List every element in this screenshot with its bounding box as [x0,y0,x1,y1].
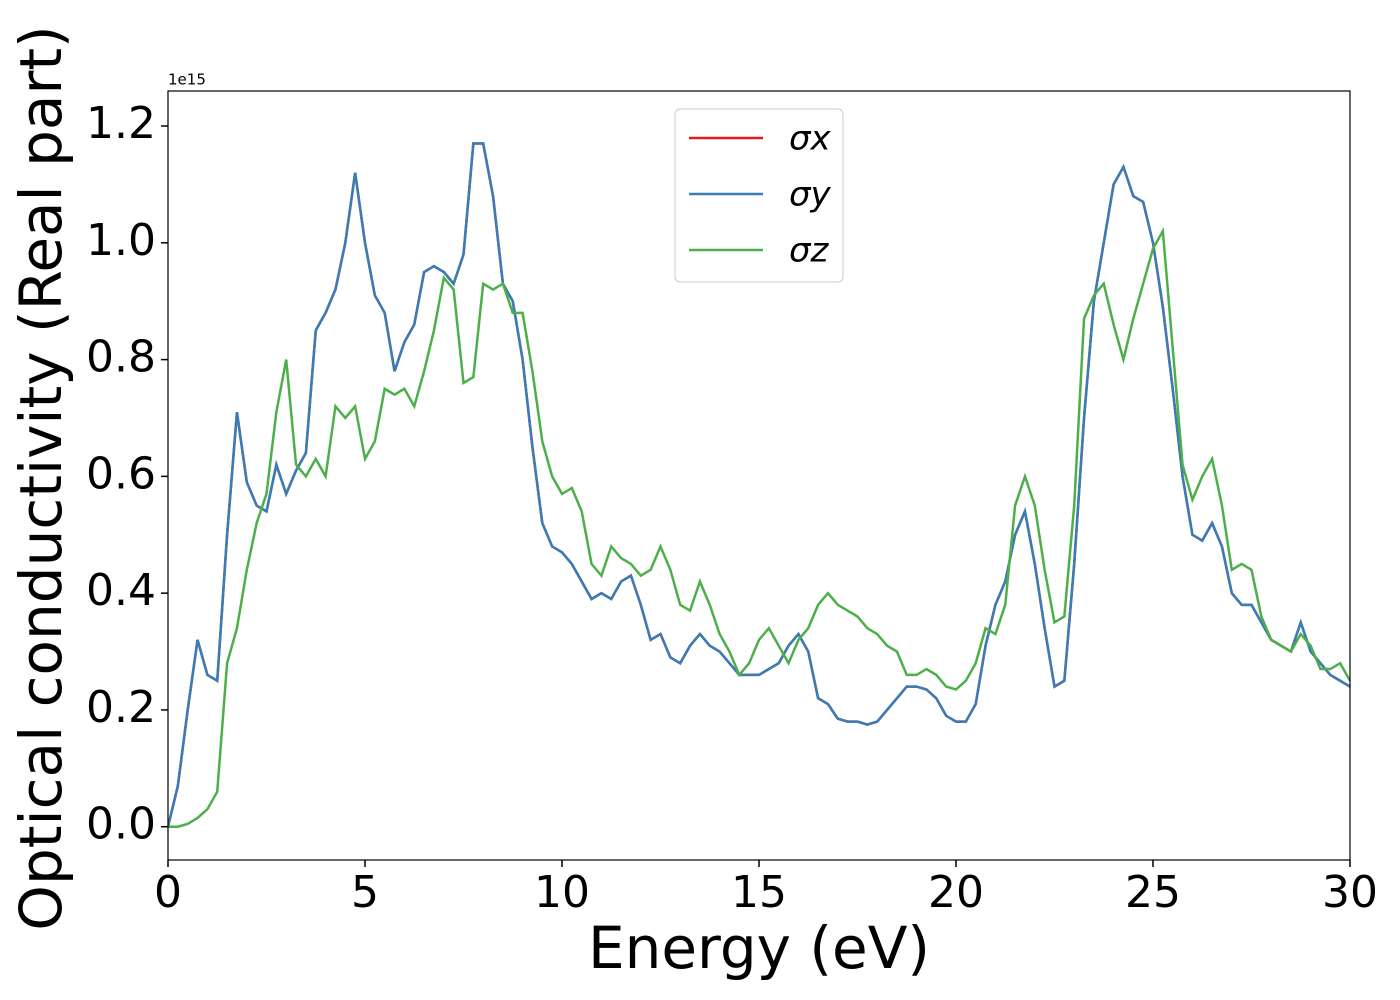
x-tick-label: 10 [534,867,590,918]
legend-label: σz [789,231,830,271]
plot-frame [167,90,1351,861]
y-tick-label: 1.0 [86,215,156,266]
x-tick-label: 30 [1322,867,1378,918]
x-tick-label: 25 [1125,867,1181,918]
legend-label: σx [789,119,832,159]
y-axis-label: Optical conductivity (Real part) [7,25,75,930]
y-tick-label: 0.6 [86,448,156,499]
y-tick-label: 0.4 [86,565,156,616]
y-tick-label: 0.0 [86,799,156,850]
x-tick-label: 15 [731,867,787,918]
x-tick-label: 20 [928,867,984,918]
legend-label: σy [789,175,832,215]
legend-box [674,108,844,283]
x-tick-label: 5 [351,867,379,918]
x-axis-label: Energy (eV) [588,914,930,982]
y-tick-label: 0.8 [86,332,156,383]
x-tick-label: 0 [154,867,182,918]
series-line [168,142,1350,828]
y-offset-label: 1e15 [168,71,206,89]
y-tick-label: 1.2 [86,98,156,149]
y-tick-label: 0.2 [86,682,156,733]
series-line [168,226,1350,828]
